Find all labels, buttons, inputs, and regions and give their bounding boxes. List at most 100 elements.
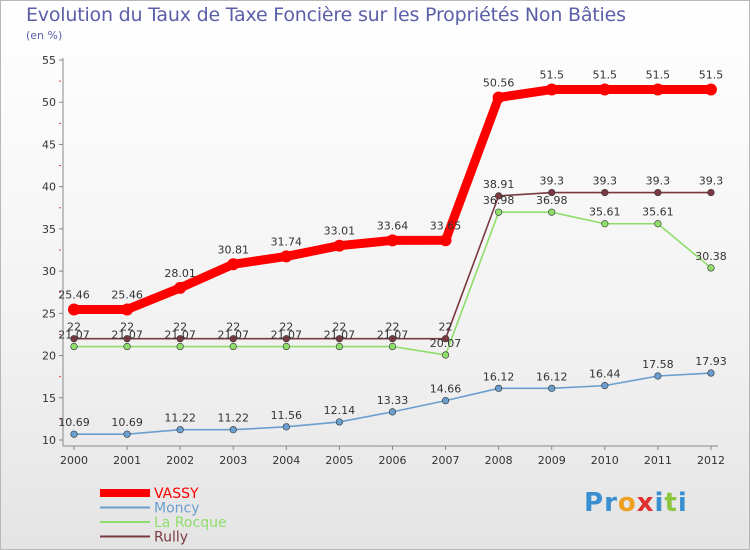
data-label-rully: 22: [226, 321, 240, 334]
data-label-la-rocque: 36.98: [483, 194, 515, 207]
data-point-moncy: [707, 369, 715, 377]
data-label-vassy: 51.5: [593, 69, 618, 82]
data-point-la-rocque: [335, 342, 344, 351]
data-point-rully: [282, 335, 290, 343]
logo-letter: o: [617, 488, 637, 518]
data-point-vassy: [227, 258, 240, 271]
y-tick-label: 15: [42, 392, 56, 405]
data-label-vassy: 51.5: [699, 69, 724, 82]
data-point-moncy: [495, 384, 503, 392]
y-tick-label: 50: [42, 96, 56, 109]
x-tick-label: 2007: [432, 454, 460, 467]
data-label-vassy: 25.46: [111, 288, 143, 301]
data-point-rully: [70, 335, 78, 343]
y-tick-label: 40: [42, 181, 56, 194]
data-label-rully: 22: [385, 321, 399, 334]
data-point-rully: [123, 335, 131, 343]
data-label-rully: 22: [332, 321, 346, 334]
data-label-moncy: 13.33: [377, 394, 409, 407]
data-point-la-rocque: [70, 342, 78, 351]
data-label-moncy: 17.93: [695, 355, 727, 368]
data-label-moncy: 11.22: [217, 412, 249, 425]
data-point-vassy: [651, 83, 664, 96]
data-label-moncy: 11.56: [271, 409, 303, 422]
data-point-vassy: [704, 83, 717, 96]
data-point-la-rocque: [229, 342, 237, 351]
y-tick-label: 20: [42, 350, 56, 363]
data-point-vassy: [386, 234, 399, 247]
y-tick-label: 35: [42, 223, 56, 236]
x-tick-label: 2008: [485, 454, 513, 467]
data-label-la-rocque: 21.07: [217, 329, 249, 342]
data-label-rully: 39.3: [593, 175, 618, 188]
data-label-moncy: 16.44: [589, 368, 621, 381]
data-point-vassy: [174, 281, 187, 294]
data-point-la-rocque: [441, 351, 450, 359]
data-label-moncy: 16.12: [536, 370, 568, 383]
logo-letter: x: [636, 488, 655, 518]
data-label-rully: 39.3: [699, 175, 724, 188]
data-point-la-rocque: [654, 220, 662, 228]
x-tick-label: 2011: [644, 454, 672, 467]
data-point-moncy: [123, 430, 131, 438]
data-label-rully: 38.91: [483, 178, 515, 191]
data-label-vassy: 51.5: [539, 69, 564, 82]
logo-letter: i: [677, 488, 688, 518]
data-label-vassy: 28.01: [164, 267, 196, 280]
x-tick-label: 2006: [378, 454, 406, 467]
legend-label-moncy: Moncy: [154, 501, 200, 517]
data-label-moncy: 17.58: [642, 358, 674, 371]
data-point-moncy: [388, 408, 397, 416]
data-point-vassy: [492, 91, 505, 104]
data-label-rully: 39.3: [646, 175, 671, 188]
data-label-vassy: 33.65: [430, 219, 462, 232]
data-label-moncy: 11.22: [164, 412, 196, 425]
data-point-vassy: [68, 303, 80, 316]
data-point-rully: [495, 192, 503, 200]
data-label-la-rocque: 21.07: [324, 329, 356, 342]
data-point-rully: [335, 335, 344, 343]
data-point-la-rocque: [548, 208, 556, 216]
data-label-la-rocque: 21.07: [58, 329, 90, 342]
data-label-vassy: 50.56: [483, 76, 515, 89]
data-label-vassy: 25.46: [58, 288, 90, 301]
data-label-moncy: 12.14: [324, 404, 356, 417]
data-point-rully: [176, 335, 184, 343]
data-label-la-rocque: 21.07: [271, 329, 303, 342]
data-point-vassy: [598, 83, 611, 96]
x-tick-label: 2001: [113, 454, 141, 467]
legend-label-rully: Rully: [154, 530, 188, 546]
data-label-rully: 22: [67, 321, 81, 334]
proxiti-logo: Proxiti: [584, 488, 688, 518]
data-point-vassy: [545, 83, 558, 96]
data-point-moncy: [70, 430, 78, 438]
chart-title: Evolution du Taux de Taxe Foncière sur l…: [26, 4, 626, 26]
data-label-la-rocque: 30.38: [695, 250, 727, 263]
data-point-la-rocque: [176, 342, 184, 351]
data-label-vassy: 51.5: [646, 69, 671, 82]
y-tick-label: 25: [42, 307, 56, 320]
x-tick-label: 2010: [591, 454, 619, 467]
data-label-rully: 22: [173, 321, 187, 334]
x-tick-label: 2003: [219, 454, 247, 467]
data-point-rully: [654, 188, 662, 197]
data-label-la-rocque: 36.98: [536, 194, 568, 207]
data-label-la-rocque: 20.07: [430, 337, 462, 350]
logo-letter: P: [584, 488, 605, 518]
data-label-rully: 39.3: [539, 175, 564, 188]
data-point-rully: [548, 188, 556, 197]
data-point-rully: [601, 188, 609, 197]
y-axis-unit-label: (en %): [26, 29, 63, 42]
data-point-la-rocque: [282, 342, 290, 351]
data-label-moncy: 16.12: [483, 370, 515, 383]
data-label-vassy: 31.74: [271, 235, 303, 248]
data-point-rully: [388, 335, 397, 343]
data-point-moncy: [335, 418, 344, 426]
data-point-rully: [441, 335, 450, 343]
data-point-vassy: [280, 250, 293, 263]
y-tick-label: 55: [42, 54, 56, 67]
data-label-la-rocque: 21.07: [164, 329, 196, 342]
data-point-vassy: [121, 303, 134, 316]
data-label-moncy: 10.69: [58, 416, 90, 429]
